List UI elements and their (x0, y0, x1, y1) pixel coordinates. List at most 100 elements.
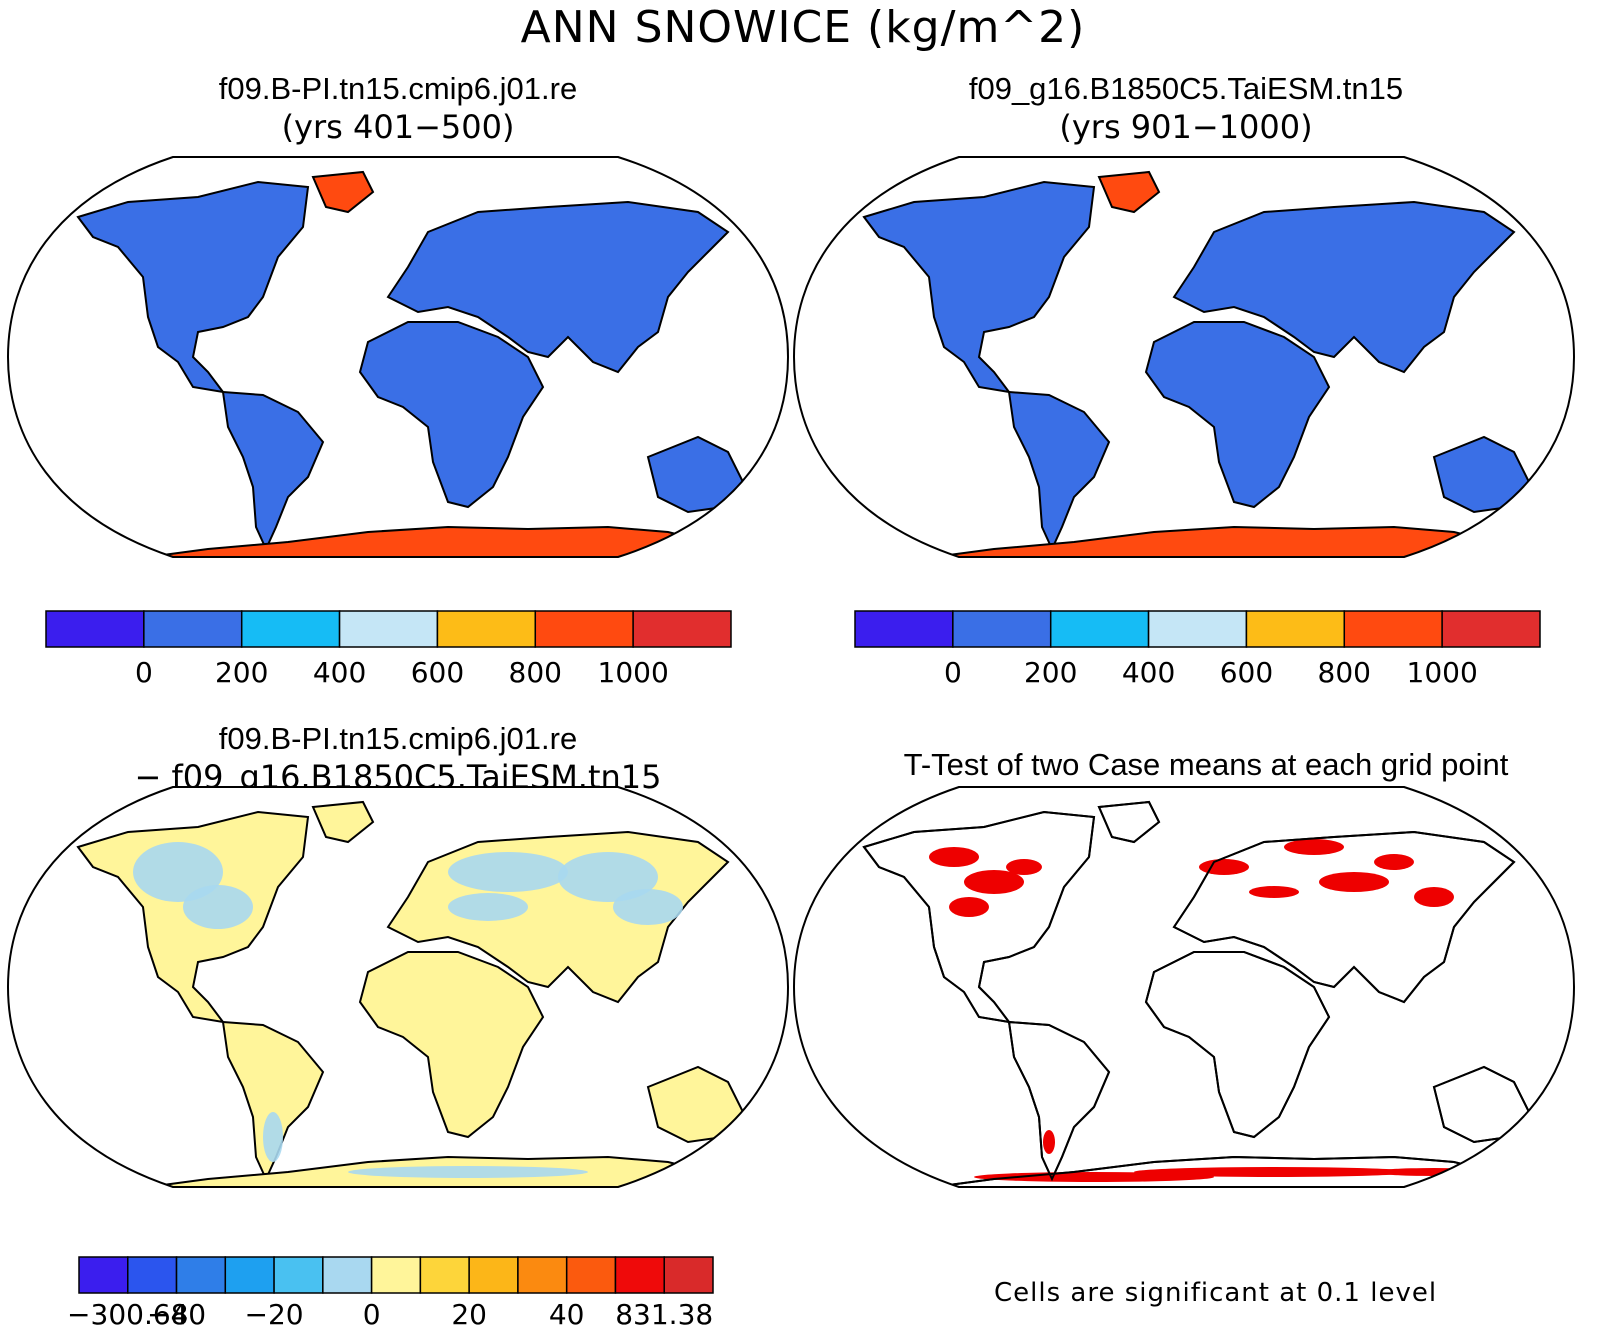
outline-eurasia-ttest (1172, 830, 1516, 1004)
cbar-case2-tick-label-3: 600 (1220, 656, 1273, 689)
cbar-difference-tick-label-1: −40 (147, 1298, 206, 1327)
cbar-case1-swatch-2 (240, 610, 341, 648)
cbar-difference-swatch-5 (322, 1256, 373, 1294)
panel-title-case1: f09.B-PI.tn15.cmip6.j01.re (yrs 401−500) (0, 70, 796, 146)
difference-blob-2 (448, 852, 568, 892)
difference-blob-4 (613, 889, 683, 925)
continent-eurasia-case1 (386, 200, 730, 374)
cbar-case1-tick-label-3: 600 (411, 656, 464, 689)
cbar-case2-swatch-5 (1343, 610, 1443, 648)
cbar-case2-swatch-4 (1245, 610, 1346, 648)
continent-south-america-case1 (221, 390, 325, 552)
map-panel-ttest (792, 786, 1576, 1188)
significant-region-3 (1006, 859, 1042, 875)
cbar-difference-swatch-2 (175, 1256, 227, 1294)
case2-title: f09_g16.B1850C5.TaiESM.tn15 (968, 71, 1404, 106)
continent-africa-case1 (358, 321, 545, 509)
significant-region-1 (964, 870, 1024, 894)
difference-blob-3 (558, 852, 658, 902)
cbar-case1-swatch-6 (632, 610, 732, 648)
difference-blob-6 (263, 1112, 283, 1162)
significant-region-7 (1414, 887, 1454, 907)
map-content-difference (8, 787, 788, 1187)
continent-greenland-case2 (1097, 170, 1161, 214)
significant-region-10 (1043, 1130, 1055, 1154)
cbar-case2-swatch-6 (1441, 610, 1541, 648)
significance-note: Cells are significant at 0.1 level (994, 1278, 1438, 1308)
continent-africa-difference (358, 951, 545, 1139)
cbar-case1-swatch-3 (338, 610, 439, 648)
case2-subtitle: (yrs 901−1000) (1059, 108, 1313, 146)
difference-blob-0 (133, 842, 223, 902)
map-panel-difference (6, 786, 790, 1188)
ttest-title: T-Test of two Case means at each grid po… (903, 747, 1509, 782)
map-border-ttest (792, 786, 1576, 1188)
cbar-case1-swatch-1 (143, 610, 243, 648)
cbar-difference-tick-label-2: −20 (245, 1298, 304, 1327)
significant-region-2 (949, 897, 989, 917)
cbar-difference-swatch-4 (273, 1256, 324, 1294)
panel-title-ttest: T-Test of two Case means at each grid po… (808, 746, 1604, 784)
panel-title-case2: f09_g16.B1850C5.TaiESM.tn15 (yrs 901−100… (788, 70, 1584, 146)
significant-region-8 (1374, 854, 1414, 870)
cbar-case2-tick-label-5: 1000 (1407, 656, 1478, 689)
difference-title: f09.B-PI.tn15.cmip6.j01.re (218, 721, 578, 756)
cbar-difference-tick-label-6: 831.38 (615, 1298, 713, 1327)
map-border-case2 (792, 156, 1576, 558)
cbar-case1-tick-label-4: 800 (509, 656, 562, 689)
cbar-case2-tick-label-2: 400 (1122, 656, 1175, 689)
map-content-case2 (794, 157, 1574, 557)
cbar-difference-swatch-0 (78, 1256, 129, 1294)
cbar-case2-swatch-2 (1049, 610, 1150, 648)
cbar-difference-swatch-3 (224, 1256, 275, 1294)
cbar-case2-tick-label-4: 800 (1318, 656, 1371, 689)
map-content-ttest (794, 787, 1574, 1187)
significant-region-5 (1284, 839, 1344, 855)
cbar-case1-tick-label-0: 0 (135, 656, 153, 689)
cbar-case2-swatch-0 (854, 610, 954, 648)
significant-region-13 (1374, 1168, 1494, 1176)
cbar-difference-tick-label-3: 0 (363, 1298, 381, 1327)
continent-eurasia-case2 (1172, 200, 1516, 374)
map-content-case1 (8, 157, 788, 557)
outline-north-america-ttest (862, 810, 1096, 1024)
difference-blob-5 (448, 893, 528, 921)
continent-south-america-case2 (1007, 390, 1111, 552)
map-panel-case1 (6, 156, 790, 558)
cbar-case2-swatch-1 (952, 610, 1052, 648)
cbar-difference-swatch-9 (517, 1256, 568, 1294)
continent-greenland-case1 (311, 170, 375, 214)
cbar-case1-tick-label-5: 1000 (598, 656, 669, 689)
cbar-case2-tick-label-0: 0 (944, 656, 962, 689)
significant-region-12 (1134, 1167, 1414, 1177)
significant-region-0 (929, 847, 979, 867)
map-border-case1 (6, 156, 790, 558)
cbar-difference-tick-label-4: 20 (451, 1298, 487, 1327)
cbar-difference-tick-label-0: −300.68 (67, 1298, 188, 1327)
difference-blob-1 (183, 885, 253, 929)
outline-africa-ttest (1144, 951, 1331, 1139)
cbar-case1-swatch-0 (45, 610, 145, 648)
outline-greenland-ttest (1097, 800, 1161, 844)
case1-subtitle: (yrs 401−500) (281, 108, 515, 146)
cbar-difference-swatch-11 (614, 1256, 665, 1294)
continent-africa-case2 (1144, 321, 1331, 509)
colorbar-case1: 0 200 400 600 800 1000 (45, 610, 732, 689)
cbar-case1-tick-label-2: 400 (313, 656, 366, 689)
cbar-difference-tick-label-5: 40 (549, 1298, 585, 1327)
figure-title: ANN SNOWICE (kg/m^2) (520, 2, 1086, 53)
cbar-case2-swatch-3 (1147, 610, 1248, 648)
cbar-case2-tick-label-1: 200 (1024, 656, 1077, 689)
colorbar-case2: 0 200 400 600 800 1000 (854, 610, 1541, 689)
cbar-difference-swatch-10 (565, 1256, 617, 1294)
continent-greenland-difference (311, 800, 375, 844)
cbar-case1-tick-label-1: 200 (215, 656, 268, 689)
significant-region-4 (1199, 859, 1249, 875)
cbar-difference-swatch-6 (370, 1256, 422, 1294)
outline-south-america-ttest (1007, 1020, 1111, 1182)
map-panel-case2 (792, 156, 1576, 558)
difference-blob-7 (348, 1166, 588, 1178)
cbar-case1-swatch-5 (534, 610, 634, 648)
case1-title: f09.B-PI.tn15.cmip6.j01.re (218, 71, 578, 106)
